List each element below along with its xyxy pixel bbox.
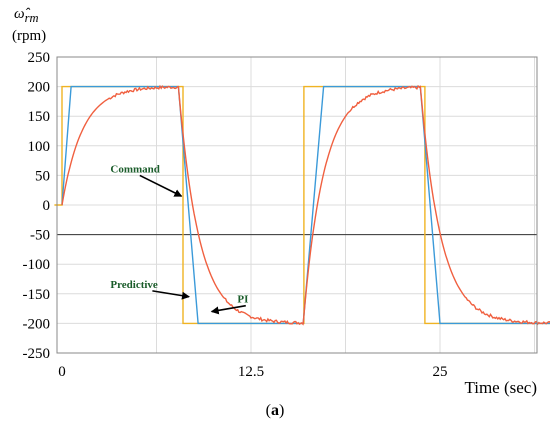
annotation-label: Command	[110, 163, 160, 175]
annotation-label: Predictive	[110, 279, 158, 291]
speed-chart: 250 200 150 100 50 0 -50 -100 -150 -200 -250 0 12.5 2…	[23, 50, 550, 397]
y-tick-label: 0	[43, 198, 51, 214]
y-axis-unit: (rpm)	[12, 28, 47, 44]
x-tick-label: 25	[433, 364, 448, 380]
y-tick-label: 50	[35, 168, 50, 184]
y-tick-label: 200	[28, 80, 51, 96]
y-tick-label: 150	[28, 109, 51, 125]
y-axis-symbol: ω̂rm	[14, 6, 39, 25]
x-tick-label: 0	[58, 364, 66, 380]
annotation-label: PI	[237, 294, 248, 306]
figure-caption: (a)	[265, 402, 285, 419]
y-tick-label: -50	[30, 228, 50, 244]
annotation-arrow	[139, 174, 183, 197]
y-tick-label: -100	[23, 257, 51, 273]
x-tick-label: 12.5	[238, 364, 264, 380]
x-axis-label: Time (sec)	[464, 378, 537, 397]
y-tick-label: 250	[28, 50, 51, 66]
series-pi-line	[61, 84, 550, 326]
y-tick-label: -200	[23, 316, 51, 332]
y-tick-label: -250	[23, 346, 51, 362]
y-tick-label: -150	[23, 287, 51, 303]
annotation-arrow	[210, 304, 246, 315]
annotation-arrow	[152, 290, 190, 300]
y-tick-label: 100	[28, 139, 51, 155]
plot-frame	[56, 56, 538, 354]
